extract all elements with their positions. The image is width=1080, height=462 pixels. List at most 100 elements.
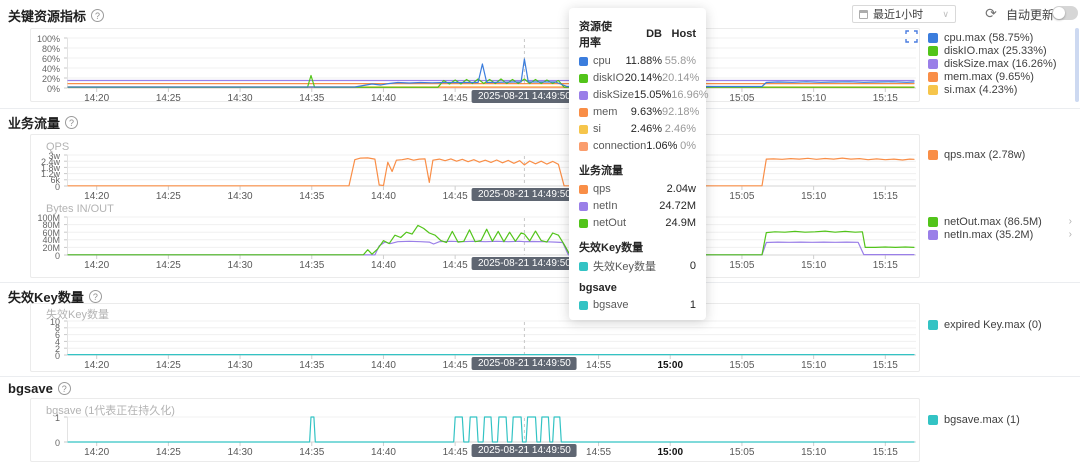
legend-item[interactable]: netOut.max (86.5M) ›	[928, 215, 1072, 228]
bgsave-chart-label: bgsave (1代表正在持久化)	[46, 405, 175, 417]
legend-item[interactable]: si.max (4.23%)	[928, 83, 1072, 96]
legend-label: cpu.max (58.75%)	[944, 31, 1034, 44]
legend-label: diskIO.max (25.33%)	[944, 44, 1047, 57]
tooltip-row: netOut 24.9M	[579, 217, 696, 229]
x-axis-label: 14:55	[586, 447, 612, 458]
timestamp-badge: 2025-08-21 14:49:50	[471, 357, 577, 370]
legend-item[interactable]: diskSize.max (16.26%)	[928, 57, 1072, 70]
auto-refresh-toggle[interactable]	[1052, 6, 1078, 20]
x-axis-label: 14:40	[370, 360, 396, 371]
tooltip-value-db: 24.72M	[659, 200, 696, 212]
x-axis-label: 14:30	[227, 191, 253, 202]
tooltip-value-db: 1	[689, 299, 696, 311]
time-range-value: 最近1小时	[873, 9, 924, 21]
tooltip-series-name: netIn	[579, 200, 656, 212]
expired-key-legend: expired Key.max (0)	[928, 318, 1072, 331]
x-axis-label: 14:25	[155, 447, 181, 458]
x-axis-label: 14:35	[299, 93, 325, 104]
tooltip-row: 失效Key数量 0	[579, 260, 696, 273]
y-axis-label: 80M	[42, 220, 60, 231]
x-axis-label: 15:10	[801, 447, 827, 458]
tooltip-series-name: netOut	[579, 217, 656, 229]
y-axis-label: 40%	[41, 63, 60, 74]
x-axis-label: 14:55	[586, 360, 612, 371]
tooltip-group-title: 资源使用率	[579, 21, 612, 49]
help-icon[interactable]: ?	[91, 9, 105, 22]
tooltip-color-swatch	[579, 73, 588, 83]
tooltip-value-host: 2.46%	[664, 123, 696, 135]
x-axis-label: 14:45	[442, 360, 468, 371]
chart-tooltip: 资源使用率 DB Host cpu 11.88% 55.8% diskIO 20.14% 20.…	[569, 8, 709, 320]
tooltip-row: diskSize 15.05% 16.96%	[579, 89, 709, 101]
x-axis-label: 15:05	[729, 260, 755, 271]
x-axis-label: 15:15	[872, 260, 898, 271]
fullscreen-expand-icon[interactable]	[905, 30, 918, 43]
x-axis-label: 14:25	[155, 360, 181, 371]
legend-label: netOut.max (86.5M)	[944, 215, 1042, 228]
chevron-right-icon[interactable]: ›	[1068, 216, 1072, 227]
time-range-dropdown[interactable]: 最近1小时 ∨	[852, 5, 956, 23]
tooltip-row: bgsave 1	[579, 299, 696, 311]
tooltip-value-host: 92.18%	[662, 106, 700, 118]
tooltip-value-db: 2.46%	[630, 123, 662, 135]
refresh-button[interactable]: ⟳	[985, 4, 997, 21]
x-axis-label: 14:30	[227, 93, 253, 104]
section-title-text: 关键资源指标	[8, 9, 87, 24]
legend-item[interactable]: diskIO.max (25.33%)	[928, 44, 1072, 57]
tooltip-color-swatch	[579, 141, 588, 151]
section-title-key-resources: 关键资源指标 ?	[8, 6, 105, 25]
legend-item[interactable]: expired Key.max (0)	[928, 318, 1072, 331]
resource-legend: cpu.max (58.75%) diskIO.max (25.33%) diskS…	[928, 31, 1072, 96]
legend-item[interactable]: cpu.max (58.75%)	[928, 31, 1072, 44]
y-axis-label: 1	[54, 412, 60, 423]
legend-label: netIn.max (35.2M)	[944, 228, 1034, 241]
tooltip-value-db: 15.05%	[633, 89, 672, 101]
tooltip-row: qps 2.04w	[579, 183, 696, 195]
scrollbar-thumb[interactable]	[1075, 28, 1079, 102]
x-axis-label: 14:20	[84, 260, 110, 271]
x-axis-label: 14:20	[84, 360, 110, 371]
timestamp-badge: 2025-08-21 14:49:50	[471, 257, 577, 270]
tooltip-row: diskIO 20.14% 20.14%	[579, 72, 700, 84]
legend-item[interactable]: bgsave.max (1)	[928, 413, 1072, 426]
y-axis-label: 6k	[50, 175, 60, 186]
y-axis-label: 60%	[41, 53, 60, 64]
legend-item[interactable]: qps.max (2.78w)	[928, 148, 1072, 161]
legend-label: diskSize.max (16.26%)	[944, 57, 1057, 70]
help-icon[interactable]: ?	[57, 382, 71, 395]
x-axis-label: 14:30	[227, 360, 253, 371]
x-axis-label: 14:40	[370, 260, 396, 271]
help-icon[interactable]: ?	[88, 290, 102, 303]
x-axis-label: 14:35	[299, 447, 325, 458]
x-axis-label: 14:35	[299, 260, 325, 271]
chevron-right-icon[interactable]: ›	[1068, 229, 1072, 240]
legend-color-swatch	[928, 216, 938, 227]
bytes-legend: netOut.max (86.5M) › netIn.max (35.2M) ›	[928, 215, 1072, 241]
legend-label: si.max (4.23%)	[944, 83, 1018, 96]
legend-item[interactable]: netIn.max (35.2M) ›	[928, 228, 1072, 241]
y-axis-label: 4	[54, 336, 60, 347]
traffic-chart-card	[30, 134, 920, 278]
section-divider	[0, 282, 1080, 283]
timestamp-badge: 2025-08-21 14:49:50	[471, 188, 577, 201]
tooltip-value-db: 2.04w	[666, 183, 696, 195]
toggle-knob	[1053, 7, 1065, 19]
expired-key-chart-card	[30, 303, 920, 372]
section-divider	[0, 376, 1080, 377]
y-axis-label: 1.2w	[40, 169, 60, 180]
tooltip-series-name: cpu	[579, 55, 622, 67]
legend-color-swatch	[928, 32, 938, 43]
y-axis-label: 80%	[41, 43, 60, 54]
help-icon[interactable]: ?	[65, 116, 79, 129]
tooltip-color-swatch	[579, 261, 588, 271]
resource-chart-card	[30, 28, 920, 102]
x-axis-label: 14:20	[84, 191, 110, 202]
tooltip-col-host: Host	[671, 28, 696, 40]
tooltip-value-host: 20.14%	[662, 72, 700, 84]
x-axis-label: 14:40	[370, 191, 396, 202]
expired-key-chart-label: 失效Key数量	[46, 309, 109, 321]
bytes-chart-label: Bytes IN/OUT	[46, 203, 114, 215]
section-divider	[0, 108, 1080, 109]
legend-item[interactable]: mem.max (9.65%)	[928, 70, 1072, 83]
x-axis-label: 14:25	[155, 260, 181, 271]
